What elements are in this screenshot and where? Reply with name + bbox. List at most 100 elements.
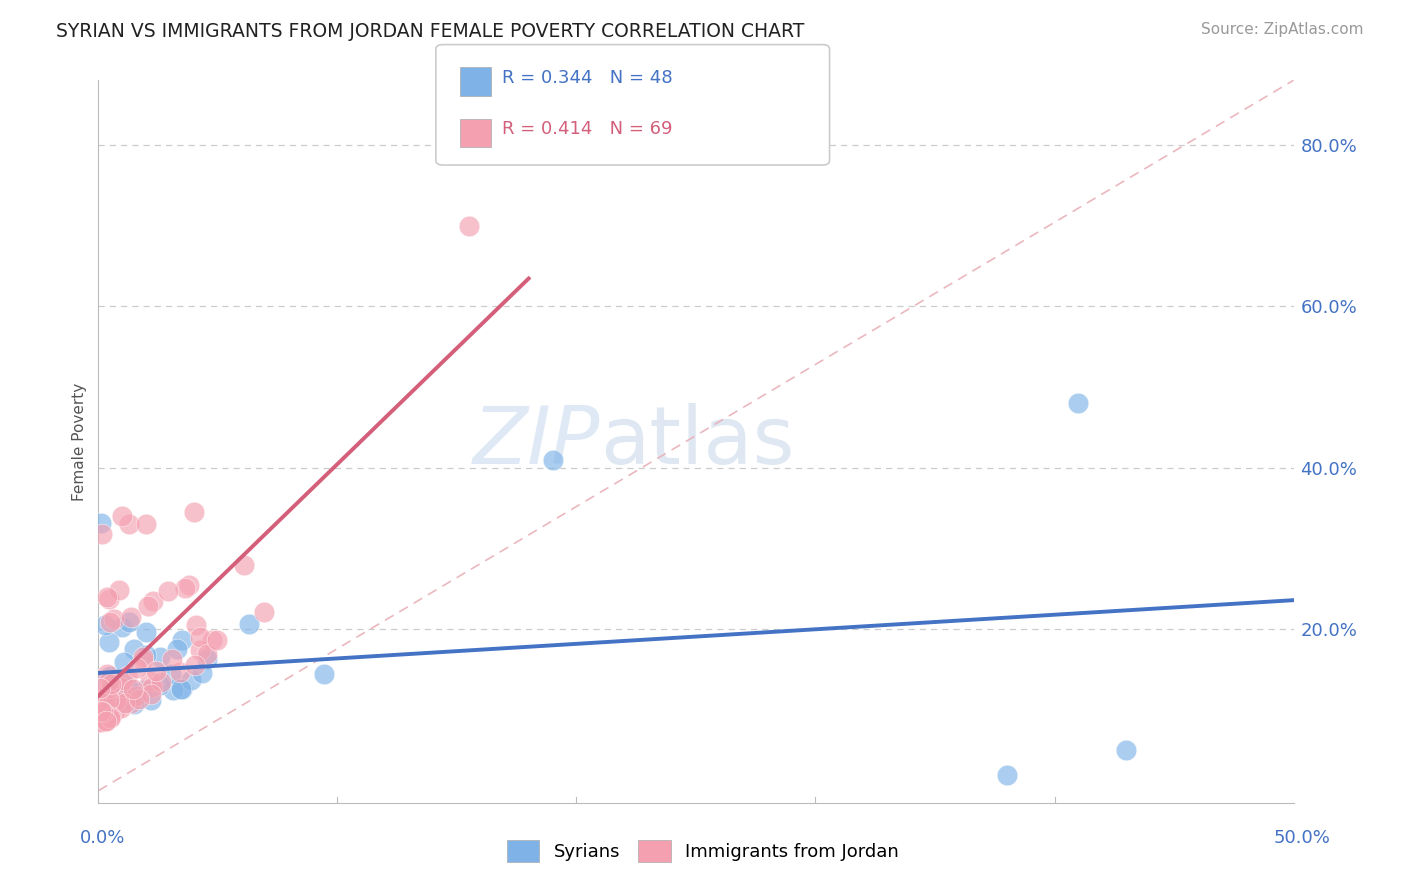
Point: [90, 516, 112, 531]
Point: [253, 605, 276, 619]
Point: [96, 714, 118, 729]
Point: [110, 685, 132, 699]
Point: [169, 681, 191, 696]
Point: [121, 686, 143, 700]
Point: [128, 691, 150, 706]
Point: [1067, 396, 1090, 410]
Point: [166, 641, 188, 656]
Point: [87, 714, 110, 729]
Point: [120, 696, 142, 710]
Point: [103, 704, 125, 718]
Point: [111, 620, 134, 634]
Point: [98, 668, 121, 682]
Point: [114, 686, 136, 700]
Point: [120, 610, 142, 624]
Point: [149, 650, 172, 665]
Point: [458, 219, 481, 233]
Point: [127, 661, 149, 675]
Point: [191, 666, 214, 681]
Point: [111, 509, 134, 524]
Point: [132, 653, 155, 667]
Point: [108, 696, 131, 710]
Point: [94, 617, 117, 632]
Point: [233, 558, 256, 572]
Point: [172, 681, 194, 696]
Point: [98, 698, 121, 713]
Point: [114, 677, 136, 691]
Point: [89, 695, 111, 709]
Point: [122, 698, 145, 712]
Point: [91, 685, 114, 699]
Point: [121, 681, 143, 696]
Point: [205, 633, 228, 648]
Point: [238, 616, 260, 631]
Text: R = 0.414   N = 69: R = 0.414 N = 69: [502, 120, 672, 138]
Point: [150, 674, 173, 689]
Point: [96, 591, 118, 605]
Point: [1115, 743, 1137, 757]
Point: [135, 625, 157, 640]
Point: [114, 696, 136, 710]
Point: [125, 689, 148, 703]
Point: [90, 704, 112, 718]
Point: [135, 517, 157, 532]
Point: [160, 652, 183, 666]
Point: [156, 584, 179, 599]
Point: [173, 582, 195, 596]
Point: [108, 583, 131, 598]
Point: [541, 452, 564, 467]
Point: [111, 673, 134, 687]
Point: [91, 673, 114, 688]
Point: [162, 683, 184, 698]
Point: [100, 677, 122, 691]
Point: [100, 710, 122, 724]
Point: [97, 698, 120, 712]
Point: [108, 680, 131, 694]
Point: [115, 669, 138, 683]
Text: SYRIAN VS IMMIGRANTS FROM JORDAN FEMALE POVERTY CORRELATION CHART: SYRIAN VS IMMIGRANTS FROM JORDAN FEMALE …: [56, 22, 804, 41]
Point: [104, 694, 127, 708]
Point: [183, 505, 205, 519]
Point: [132, 650, 155, 665]
Text: R = 0.344   N = 48: R = 0.344 N = 48: [502, 69, 672, 87]
Point: [89, 711, 111, 725]
Point: [89, 681, 111, 695]
Point: [91, 705, 114, 719]
Point: [103, 612, 125, 626]
Point: [141, 680, 163, 694]
Legend: Syrians, Immigrants from Jordan: Syrians, Immigrants from Jordan: [499, 833, 907, 870]
Point: [89, 707, 111, 722]
Point: [90, 682, 112, 697]
Point: [110, 701, 132, 715]
Point: [93, 698, 115, 713]
Point: [135, 648, 157, 662]
Point: [91, 698, 114, 712]
Point: [98, 711, 121, 725]
Point: [183, 658, 205, 673]
Point: [107, 680, 129, 694]
Point: [160, 666, 183, 681]
Point: [98, 592, 121, 607]
Point: [107, 690, 129, 705]
Point: [87, 685, 110, 699]
Point: [149, 678, 172, 692]
Point: [136, 599, 159, 614]
Point: [98, 681, 121, 695]
Text: 0.0%: 0.0%: [80, 829, 125, 847]
Text: atlas: atlas: [600, 402, 794, 481]
Point: [98, 674, 121, 689]
Point: [96, 691, 118, 706]
Point: [98, 635, 121, 649]
Point: [145, 664, 167, 678]
Point: [98, 615, 121, 629]
Point: [195, 651, 218, 665]
Point: [141, 693, 163, 707]
Point: [97, 693, 120, 707]
Point: [195, 648, 218, 662]
Text: Source: ZipAtlas.com: Source: ZipAtlas.com: [1201, 22, 1364, 37]
Point: [91, 705, 114, 719]
Point: [177, 578, 200, 592]
Point: [169, 665, 191, 679]
Point: [184, 618, 207, 632]
Point: [142, 594, 165, 608]
